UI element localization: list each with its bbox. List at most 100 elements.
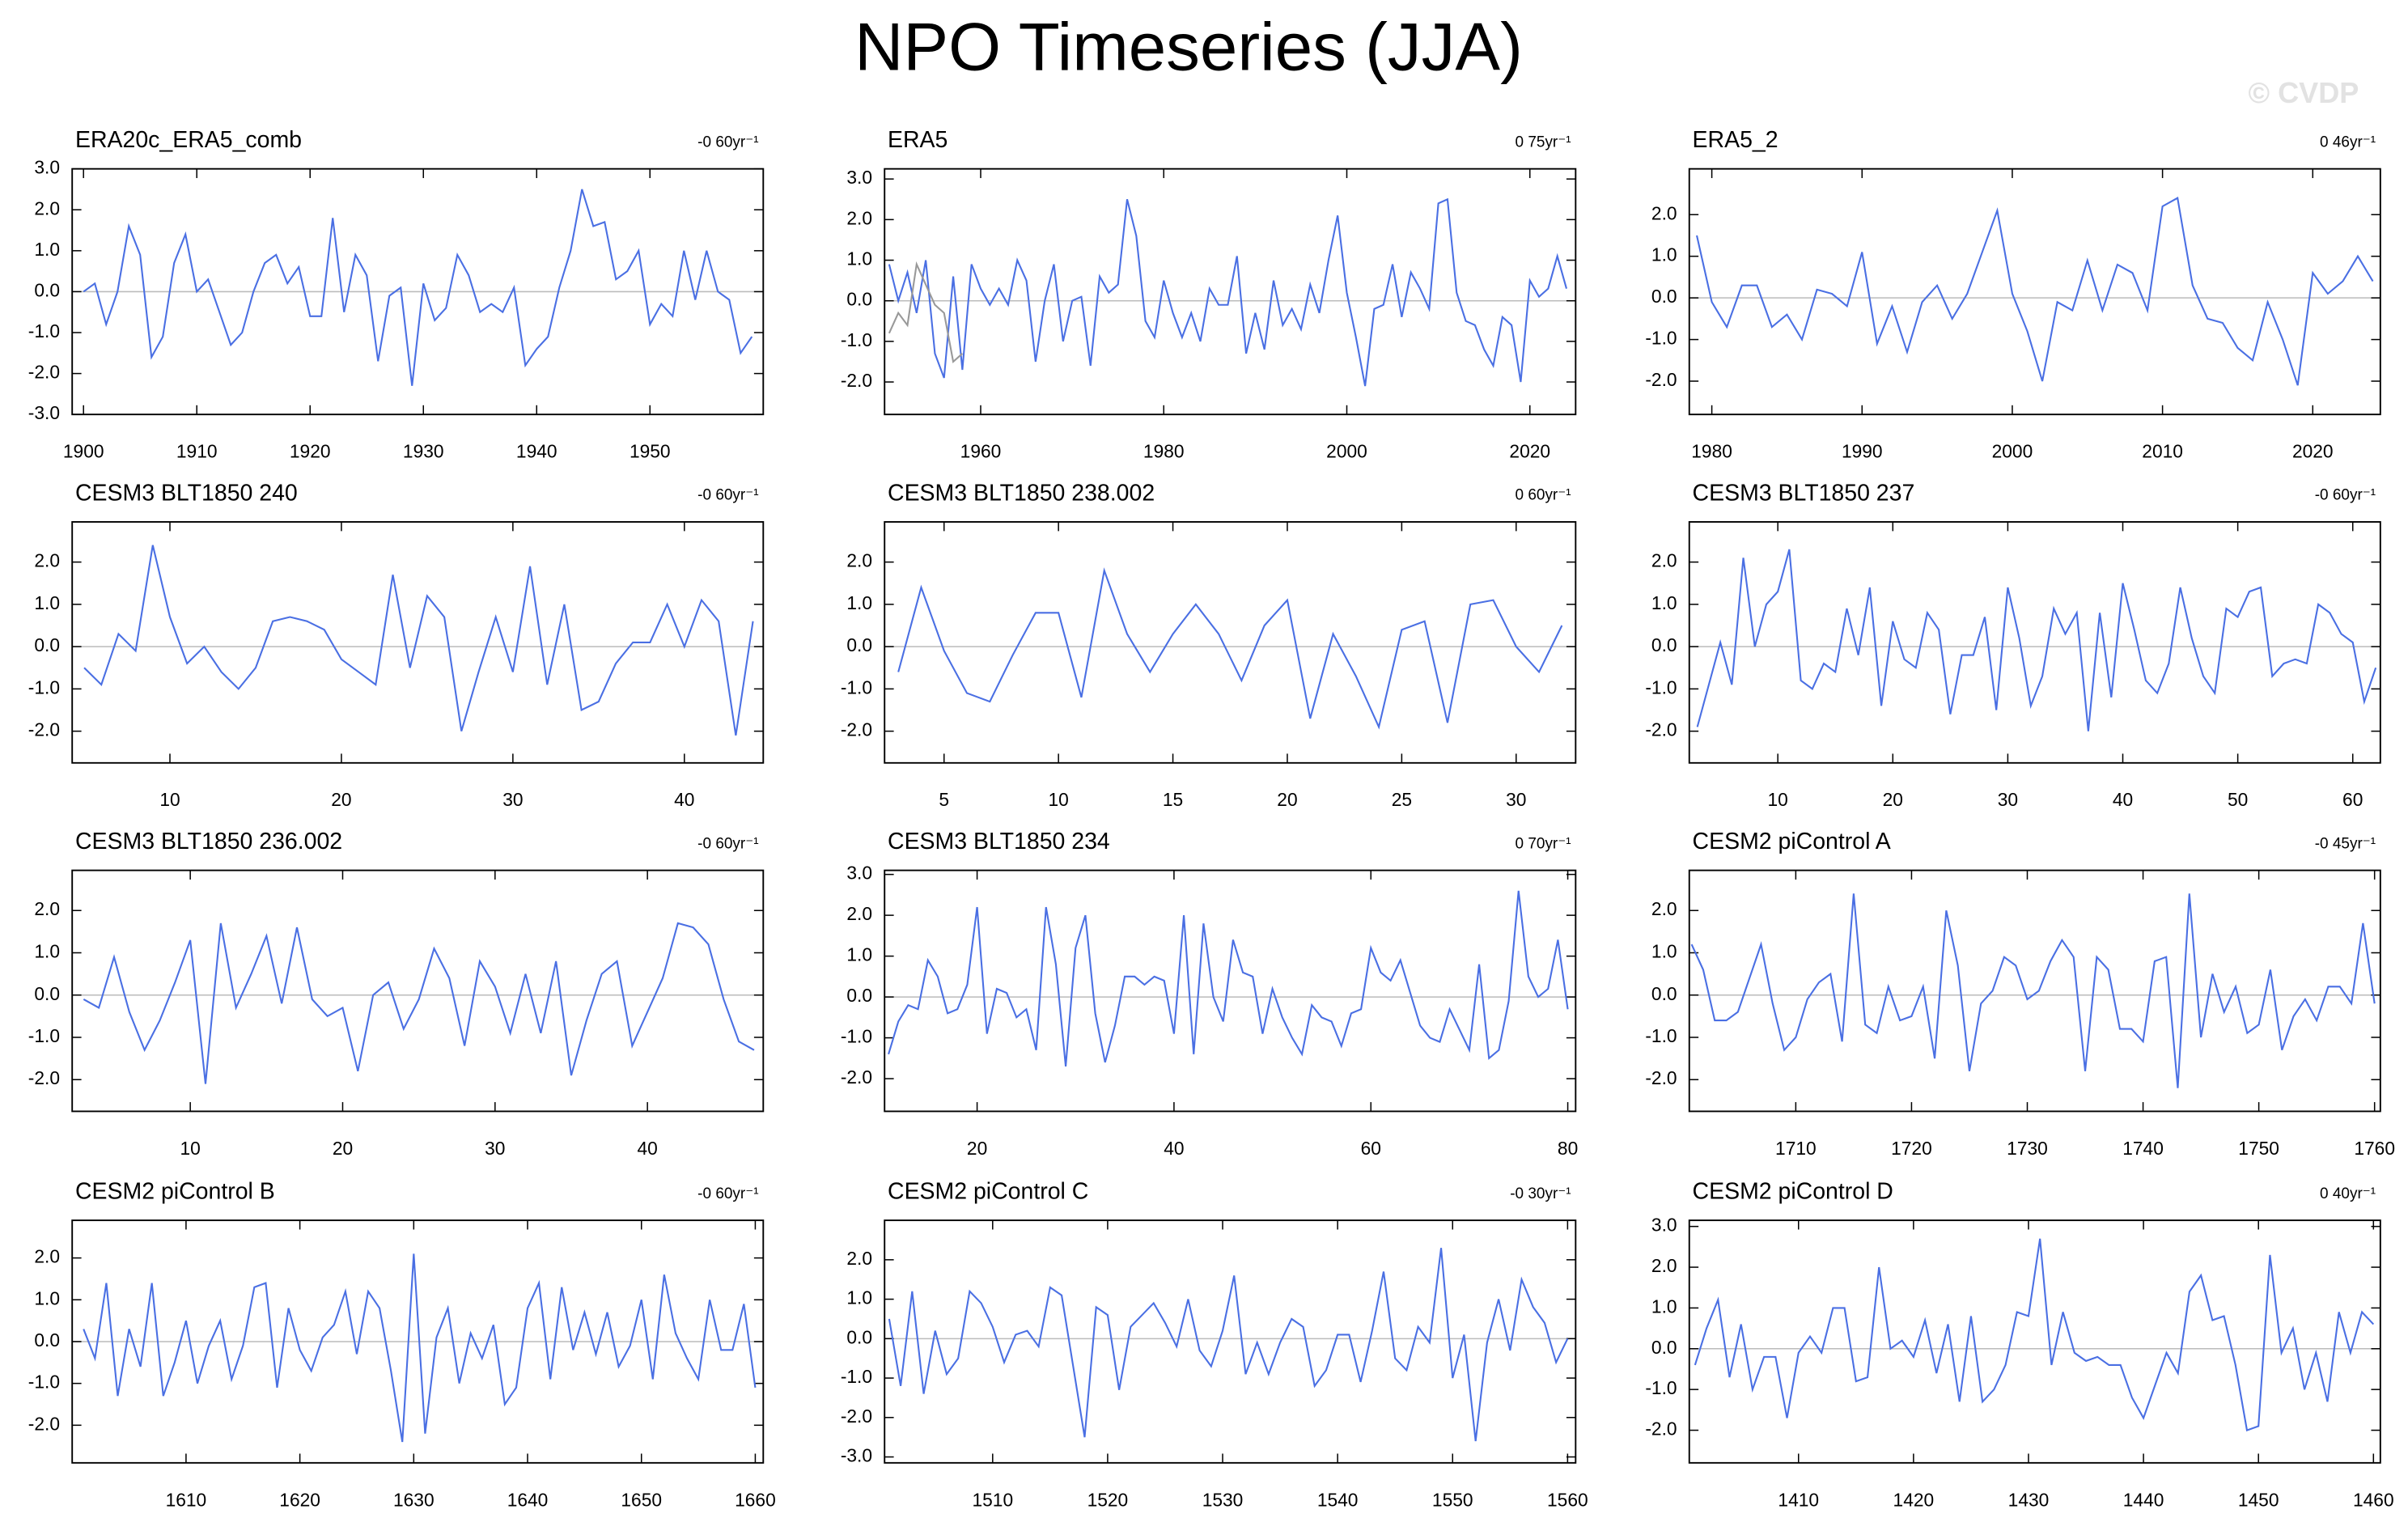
x-tick-label: 40 (2113, 789, 2133, 810)
y-tick-label: -2.0 (28, 362, 60, 383)
y-tick-label: -2.0 (841, 1066, 872, 1088)
y-tick-label: 3.0 (34, 157, 60, 178)
y-tick-label: 2.0 (846, 1248, 872, 1269)
panel-title: CESM2 piControl C (888, 1178, 1088, 1204)
x-tick-label: 1930 (403, 441, 444, 462)
x-tick-label: 1990 (1842, 441, 1883, 462)
panel-title: CESM3 BLT1850 234 (888, 829, 1110, 854)
y-tick-label: 2.0 (1651, 1255, 1677, 1276)
x-tick-label: 80 (1558, 1138, 1578, 1159)
panel-title: CESM2 piControl B (75, 1178, 275, 1204)
x-tick-label: 2020 (1509, 441, 1550, 462)
x-tick-label: 1720 (1891, 1138, 1932, 1159)
x-tick-label: 1550 (1432, 1489, 1473, 1510)
series-line (888, 197, 1567, 387)
x-tick-label: 1420 (1893, 1489, 1935, 1510)
y-tick-label: 2.0 (1651, 202, 1677, 223)
x-tick-label: 1440 (2123, 1489, 2164, 1510)
y-tick-label: 1.0 (1651, 244, 1677, 265)
series-line (1696, 549, 2377, 731)
x-tick-label: 5 (939, 789, 949, 810)
x-tick-label: 40 (637, 1138, 657, 1159)
y-tick-label: -2.0 (841, 370, 872, 391)
plot-frame (884, 1219, 1577, 1464)
y-tick-label: 1.0 (846, 1287, 872, 1308)
y-tick-label: 0.0 (846, 1326, 872, 1347)
x-tick-label: 1630 (393, 1489, 435, 1510)
x-tick-label: 1660 (735, 1489, 776, 1510)
y-tick-label: -3.0 (841, 1445, 872, 1466)
y-tick-label: -1.0 (28, 1025, 60, 1046)
x-tick-label: 40 (674, 789, 694, 810)
x-tick-label: 1980 (1143, 441, 1185, 462)
panel-title: CESM3 BLT1850 237 (1693, 480, 1915, 506)
y-tick-label: -2.0 (841, 719, 872, 740)
x-tick-label: 1940 (516, 441, 557, 462)
y-tick-label: -2.0 (28, 719, 60, 740)
x-tick-label: 1410 (1778, 1489, 1819, 1510)
panel-title: CESM2 piControl A (1693, 829, 1891, 854)
x-tick-label: 1960 (960, 441, 1002, 462)
trend-annotation: 0 75yr⁻¹ (1516, 134, 1571, 151)
y-tick-label: 0.0 (1651, 983, 1677, 1004)
trend-annotation: -0 30yr⁻¹ (1510, 1185, 1571, 1202)
y-tick-label: -1.0 (1645, 1377, 1677, 1398)
y-tick-label: 0.0 (846, 289, 872, 310)
x-tick-label: 60 (1361, 1138, 1381, 1159)
x-tick-label: 1450 (2238, 1489, 2279, 1510)
x-tick-label: 1560 (1547, 1489, 1588, 1510)
x-tick-label: 1530 (1202, 1489, 1244, 1510)
y-tick-label: 3.0 (846, 863, 872, 884)
y-tick-label: -1.0 (1645, 676, 1677, 698)
x-tick-label: 10 (159, 789, 180, 810)
plot-frame (884, 521, 1577, 764)
x-tick-label: 1540 (1317, 1489, 1359, 1510)
y-tick-label: 1.0 (34, 592, 60, 613)
x-tick-label: 1640 (507, 1489, 549, 1510)
y-tick-label: 1.0 (1651, 1295, 1677, 1317)
y-tick-label: 1.0 (34, 1287, 60, 1308)
trend-annotation: -0 60yr⁻¹ (2315, 487, 2376, 504)
y-tick-label: -2.0 (28, 1067, 60, 1088)
y-tick-label: 2.0 (34, 197, 60, 218)
x-tick-label: 1750 (2238, 1138, 2279, 1159)
x-tick-label: 20 (333, 1138, 353, 1159)
x-tick-label: 40 (1164, 1138, 1184, 1159)
plot-frame (71, 521, 765, 764)
y-tick-label: 1.0 (1651, 941, 1677, 962)
y-tick-label: 0.0 (34, 279, 60, 300)
series-line (888, 261, 964, 363)
series-line (888, 890, 1569, 1067)
y-tick-label: 2.0 (34, 550, 60, 571)
x-tick-label: 1910 (176, 441, 218, 462)
plot-frame (71, 1219, 765, 1464)
x-tick-label: 1730 (2007, 1138, 2048, 1159)
x-tick-label: 10 (1048, 789, 1068, 810)
x-tick-label: 30 (1998, 789, 2018, 810)
y-tick-label: -2.0 (1645, 1418, 1677, 1440)
y-tick-label: -1.0 (841, 1366, 872, 1387)
x-tick-label: 30 (1506, 789, 1526, 810)
panel-title: ERA20c_ERA5_comb (75, 127, 302, 153)
y-tick-label: 0.0 (846, 985, 872, 1006)
trend-annotation: -0 45yr⁻¹ (2315, 835, 2376, 852)
y-tick-label: -2.0 (1645, 369, 1677, 390)
x-tick-label: 1520 (1087, 1489, 1129, 1510)
y-tick-label: -2.0 (1645, 719, 1677, 740)
y-tick-label: 1.0 (1651, 592, 1677, 613)
y-tick-label: 0.0 (1651, 286, 1677, 307)
trend-annotation: -0 60yr⁻¹ (697, 134, 758, 151)
x-tick-label: 1760 (2354, 1138, 2395, 1159)
x-tick-label: 20 (1883, 789, 1903, 810)
series-line (1694, 1238, 2375, 1431)
x-tick-label: 1430 (2008, 1489, 2050, 1510)
y-tick-label: 0.0 (1651, 634, 1677, 655)
y-tick-label: 0.0 (846, 634, 872, 655)
y-tick-label: -2.0 (1645, 1067, 1677, 1088)
y-tick-label: 1.0 (34, 941, 60, 962)
y-tick-label: 3.0 (846, 167, 872, 188)
trend-annotation: -0 60yr⁻¹ (697, 487, 758, 504)
y-tick-label: -2.0 (841, 1406, 872, 1427)
y-tick-label: 2.0 (846, 903, 872, 924)
panel-title: CESM3 BLT1850 238.002 (888, 480, 1155, 506)
